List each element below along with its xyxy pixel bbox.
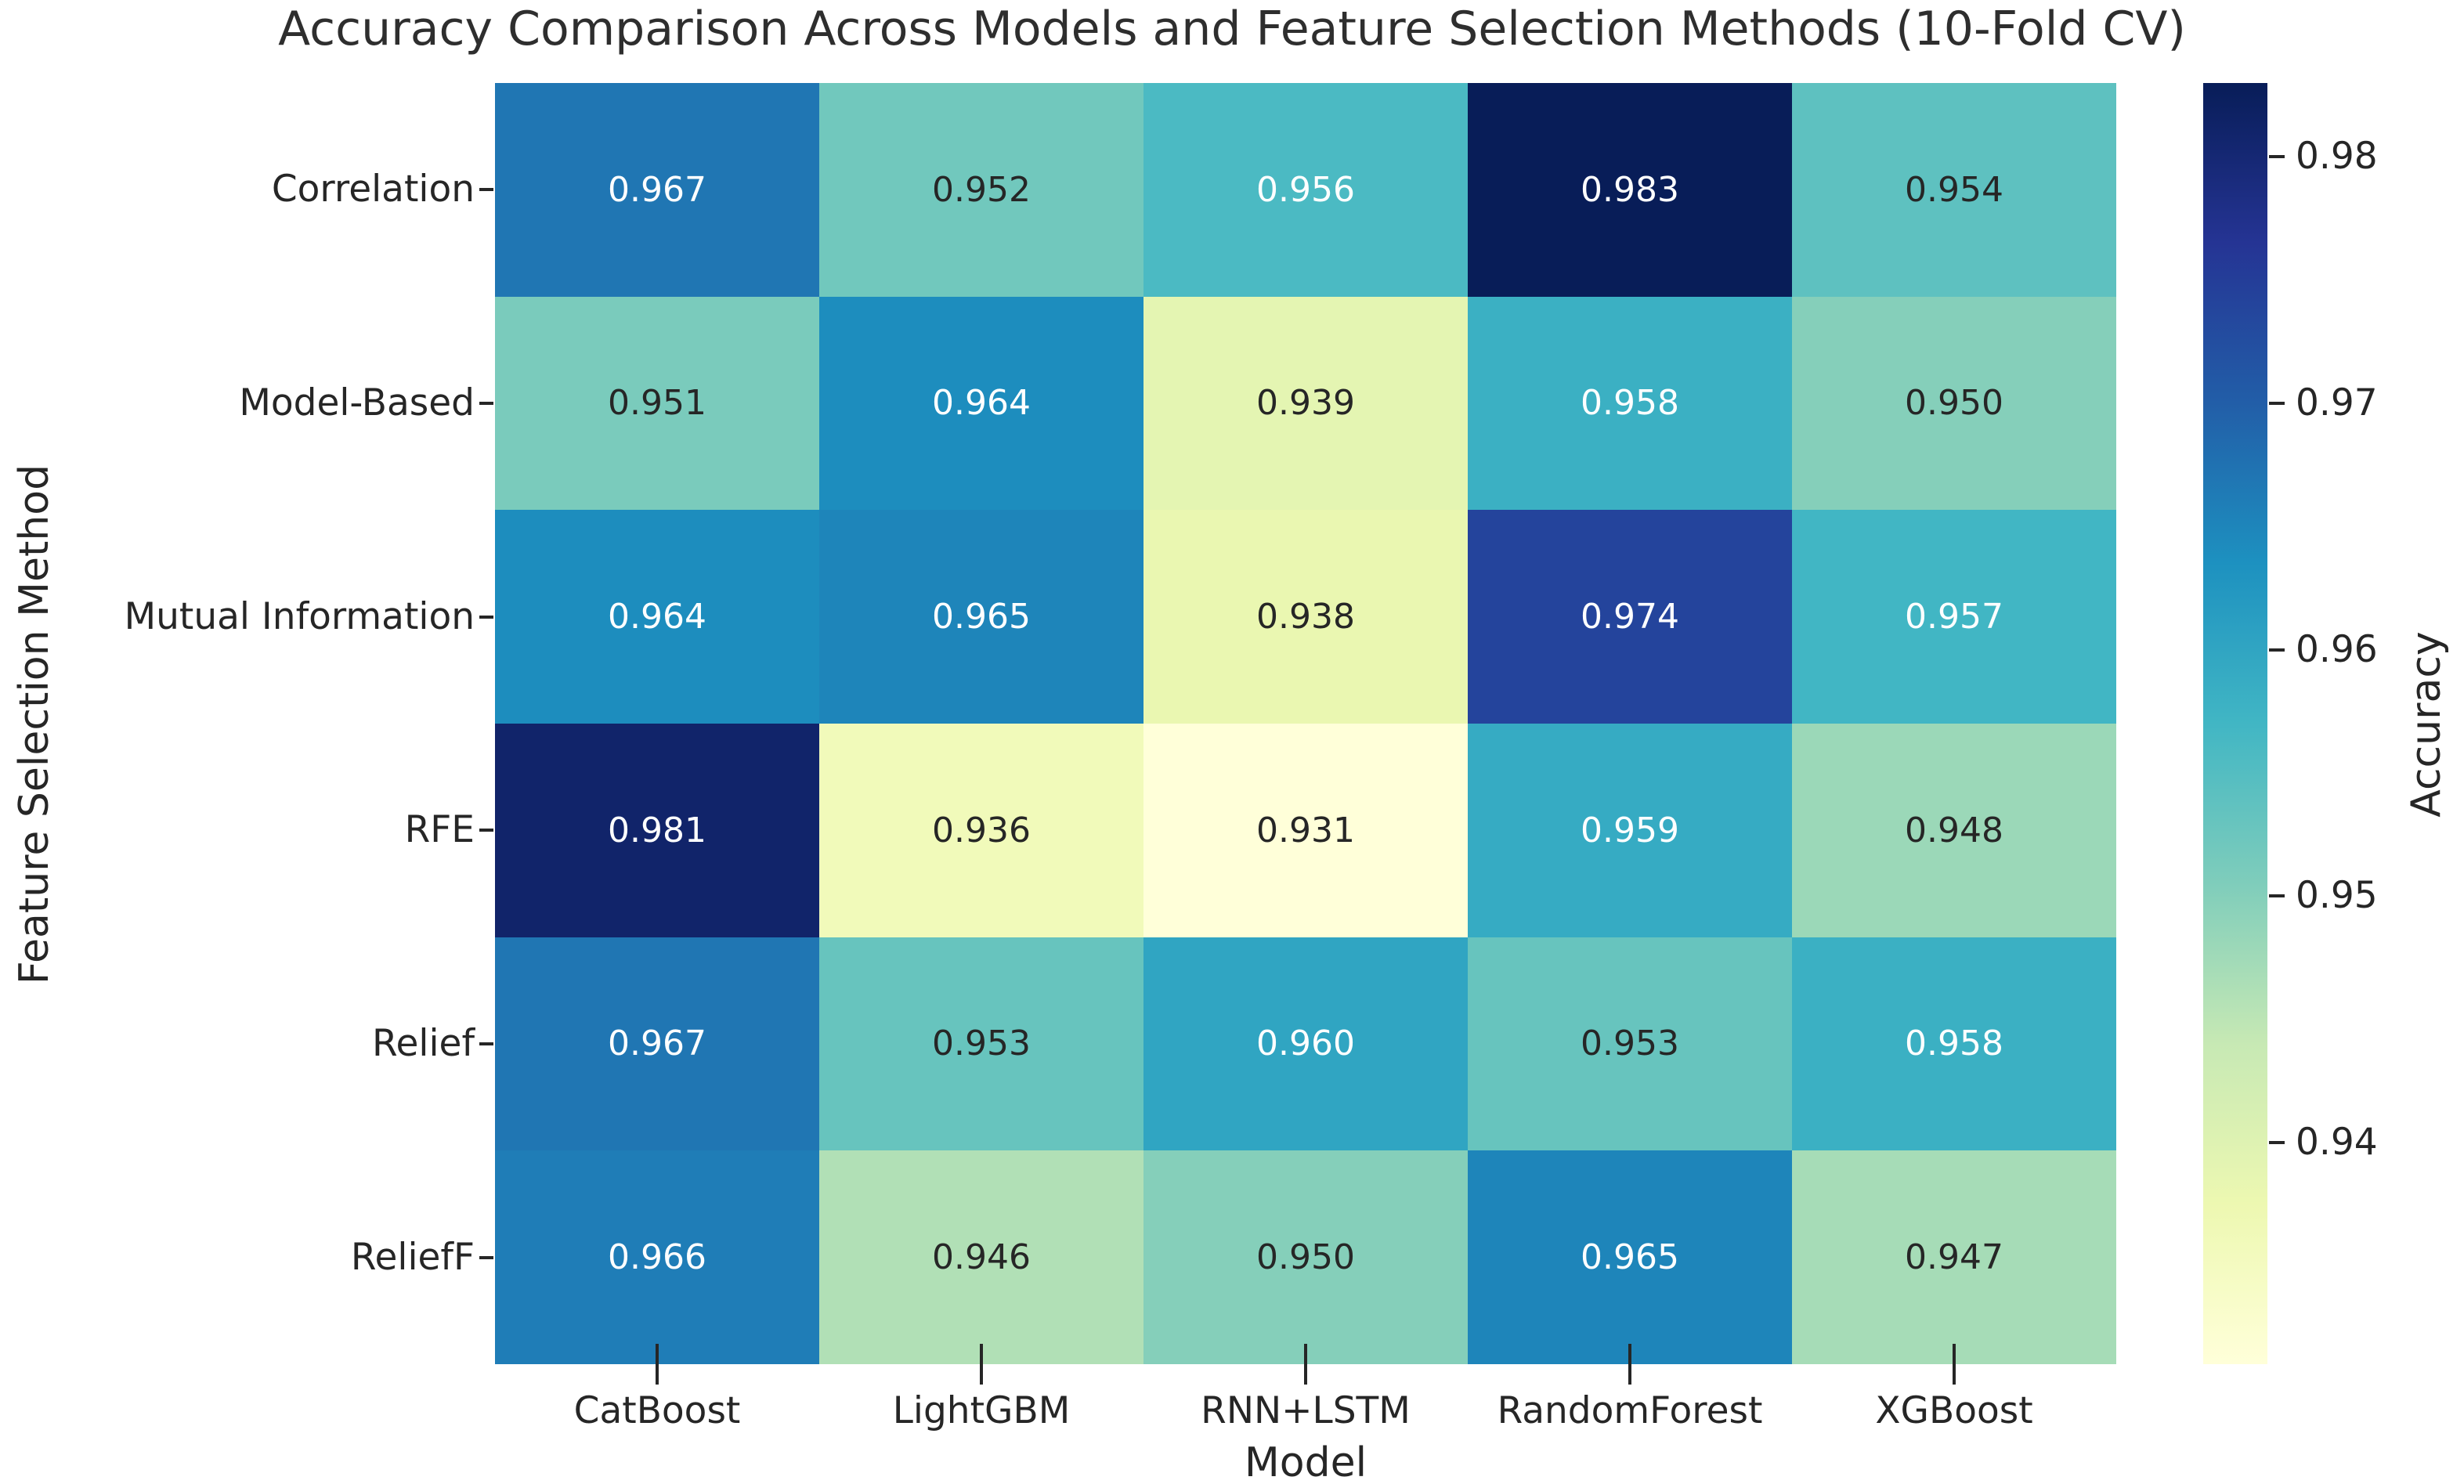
heatmap-cell: 0.952 [819, 83, 1143, 297]
heatmap-cell: 0.931 [1143, 723, 1468, 937]
heatmap-cell: 0.958 [1792, 937, 2116, 1151]
colorbar-tick-label: 0.96 [2296, 627, 2378, 671]
colorbar-tick-label: 0.95 [2296, 874, 2378, 918]
colorbar-tick-label: 0.98 [2296, 135, 2378, 179]
x-tick-mark [1953, 1344, 1956, 1385]
cell-value: 0.953 [1581, 1024, 1679, 1064]
heatmap-cell: 0.981 [495, 723, 819, 937]
x-tick-mark [980, 1344, 983, 1385]
heatmap-cell: 0.956 [1143, 83, 1468, 297]
colorbar-tick-label: 0.97 [2296, 381, 2378, 424]
x-tick-label: CatBoost [573, 1389, 741, 1432]
colorbar-label: Accuracy [2403, 631, 2450, 818]
y-tick-label: Mutual Information [124, 594, 475, 638]
heatmap-cell: 0.946 [819, 1150, 1143, 1364]
x-tick-label: RNN+LSTM [1201, 1389, 1411, 1432]
x-tick-label: LightGBM [892, 1389, 1071, 1432]
heatmap-plot-area: 0.967 0.952 0.956 0.983 0.954 0.951 0.964 0.939… [495, 83, 2116, 1364]
cell-value: 0.936 [932, 810, 1031, 850]
heatmap-cell: 0.953 [1468, 937, 1792, 1151]
cell-value: 0.947 [1905, 1237, 2003, 1278]
heatmap-cell: 0.959 [1468, 723, 1792, 937]
cell-value: 0.931 [1256, 810, 1355, 850]
cell-value: 0.965 [1581, 1237, 1679, 1278]
heatmap-cell: 0.965 [1468, 1150, 1792, 1364]
colorbar-tick-label: 0.94 [2296, 1120, 2378, 1164]
colorbar-tick-mark [2269, 648, 2285, 652]
cell-value: 0.948 [1905, 810, 2003, 850]
y-tick-mark [479, 829, 493, 832]
heatmap-cell: 0.950 [1792, 296, 2116, 511]
heatmap-cell: 0.954 [1792, 83, 2116, 297]
x-tick-mark [1304, 1344, 1307, 1385]
cell-value: 0.983 [1581, 169, 1679, 210]
colorbar-tick-mark [2269, 1140, 2285, 1144]
heatmap-cell: 0.967 [495, 937, 819, 1151]
y-tick-mark [479, 1255, 493, 1259]
cell-value: 0.946 [932, 1237, 1031, 1278]
cell-value: 0.966 [608, 1237, 706, 1278]
cell-value: 0.958 [1905, 1024, 2003, 1064]
colorbar-tick-mark [2269, 894, 2285, 898]
x-tick-label: XGBoost [1875, 1389, 2033, 1432]
cell-value: 0.954 [1905, 169, 2003, 210]
colorbar [2203, 83, 2267, 1364]
y-tick-label: Correlation [271, 168, 475, 211]
heatmap-cell: 0.953 [819, 937, 1143, 1151]
x-axis-label: Model [1244, 1439, 1367, 1484]
cell-value: 0.967 [608, 169, 706, 210]
x-tick-label: RandomForest [1497, 1389, 1763, 1432]
cell-value: 0.960 [1256, 1024, 1355, 1064]
x-tick-mark [656, 1344, 659, 1385]
y-tick-mark [479, 1042, 493, 1045]
heatmap-cell: 0.957 [1792, 510, 2116, 724]
cell-value: 0.950 [1256, 1237, 1355, 1278]
heatmap-cell: 0.965 [819, 510, 1143, 724]
cell-value: 0.952 [932, 169, 1031, 210]
heatmap-cell: 0.958 [1468, 296, 1792, 511]
heatmap-cell: 0.966 [495, 1150, 819, 1364]
y-tick-label: ReliefF [350, 1235, 475, 1279]
cell-value: 0.959 [1581, 810, 1679, 850]
cell-value: 0.974 [1581, 597, 1679, 637]
y-tick-mark [479, 188, 493, 192]
cell-value: 0.964 [608, 597, 706, 637]
y-axis-label: Feature Selection Method [11, 464, 58, 985]
cell-value: 0.965 [932, 597, 1031, 637]
colorbar-tick-mark [2269, 402, 2285, 405]
heatmap-cell: 0.951 [495, 296, 819, 511]
x-tick-mark [1628, 1344, 1631, 1385]
heatmap-cell: 0.967 [495, 83, 819, 297]
cell-value: 0.953 [932, 1024, 1031, 1064]
cell-value: 0.964 [932, 383, 1031, 424]
heatmap-cell: 0.939 [1143, 296, 1468, 511]
cell-value: 0.981 [608, 810, 706, 850]
heatmap-cell: 0.964 [495, 510, 819, 724]
cell-value: 0.938 [1256, 597, 1355, 637]
cell-value: 0.957 [1905, 597, 2003, 637]
cell-value: 0.967 [608, 1024, 706, 1064]
y-tick-mark [479, 402, 493, 405]
heatmap-cell: 0.950 [1143, 1150, 1468, 1364]
cell-value: 0.956 [1256, 169, 1355, 210]
y-tick-label: Model-Based [239, 381, 475, 424]
y-tick-label: RFE [404, 808, 475, 852]
heatmap-cell: 0.947 [1792, 1150, 2116, 1364]
y-tick-label: Relief [371, 1022, 475, 1065]
cell-value: 0.939 [1256, 383, 1355, 424]
cell-value: 0.951 [608, 383, 706, 424]
chart-title: Accuracy Comparison Across Models and Fe… [278, 2, 2186, 56]
heatmap-cell: 0.948 [1792, 723, 2116, 937]
cell-value: 0.958 [1581, 383, 1679, 424]
heatmap-cell: 0.983 [1468, 83, 1792, 297]
colorbar-tick-mark [2269, 155, 2285, 159]
heatmap-cell: 0.964 [819, 296, 1143, 511]
cell-value: 0.950 [1905, 383, 2003, 424]
y-tick-mark [479, 615, 493, 619]
heatmap-cell: 0.974 [1468, 510, 1792, 724]
heatmap-cell: 0.936 [819, 723, 1143, 937]
heatmap-cell: 0.960 [1143, 937, 1468, 1151]
heatmap-cell: 0.938 [1143, 510, 1468, 724]
